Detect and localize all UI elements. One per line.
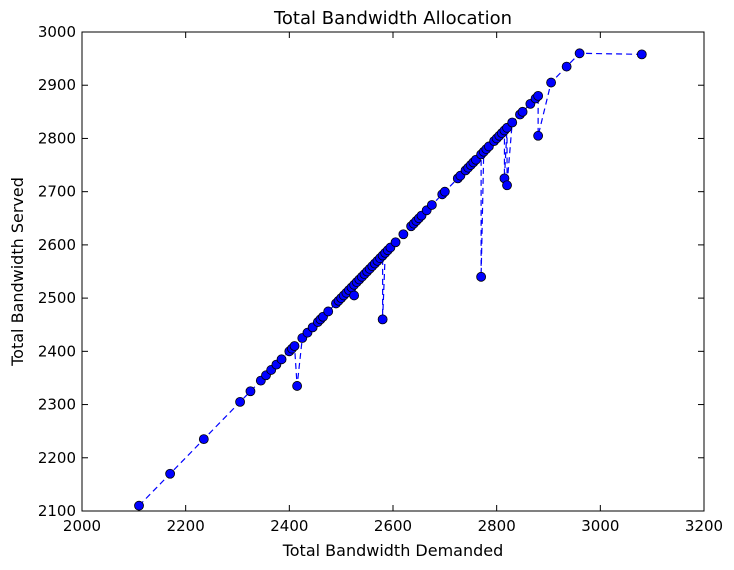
y-tick-label: 2900	[38, 76, 76, 94]
series-line	[138, 52, 642, 507]
data-point	[546, 77, 556, 88]
y-tick-label: 2300	[38, 396, 76, 414]
data-point	[517, 106, 528, 117]
y-tick-label: 2600	[38, 236, 76, 254]
data-point	[507, 117, 518, 128]
data-point	[198, 434, 209, 445]
chart-title: Total Bandwidth Allocation	[273, 8, 512, 29]
data-point	[276, 354, 287, 365]
data-point	[561, 61, 572, 72]
x-tick-label: 3200	[685, 517, 723, 535]
data-point	[245, 386, 256, 397]
data-point	[235, 396, 245, 407]
data-point	[134, 500, 144, 511]
data-point	[390, 237, 401, 248]
data-point	[398, 229, 409, 240]
series-layer	[134, 48, 647, 511]
y-tick-label: 2500	[38, 289, 76, 307]
data-point	[426, 200, 437, 210]
plot-frame	[81, 31, 705, 512]
x-tick-label: 3000	[581, 517, 619, 535]
data-point	[439, 186, 450, 197]
data-point	[636, 49, 647, 60]
ticks-layer: 2000 2200 2400 2600 2800 3000 3200 2100 2200 2300…	[38, 23, 723, 535]
y-tick-label: 2800	[38, 129, 76, 147]
data-point	[323, 306, 334, 317]
y-tick-label: 2100	[38, 502, 76, 520]
x-tick-label: 2400	[270, 517, 308, 535]
x-tick-label: 2200	[167, 517, 205, 535]
data-point	[574, 48, 585, 59]
data-point	[349, 290, 360, 301]
data-point	[533, 130, 544, 141]
data-point	[377, 314, 388, 325]
data-point	[289, 341, 300, 351]
data-point	[292, 381, 303, 391]
y-tick-label: 2400	[38, 342, 76, 360]
data-point	[165, 468, 176, 479]
y-tick-label: 2200	[38, 449, 76, 467]
data-point	[533, 90, 544, 101]
y-tick-label: 3000	[38, 23, 76, 41]
x-tick-label: 2800	[478, 517, 516, 535]
data-point	[476, 271, 487, 282]
data-point	[502, 180, 512, 191]
x-tick-label: 2600	[374, 517, 412, 535]
y-axis-title: Total Bandwidth Served	[8, 177, 27, 367]
x-axis-title: Total Bandwidth Demanded	[282, 541, 504, 560]
x-tick-label: 2000	[63, 517, 101, 535]
y-tick-label: 2700	[38, 183, 76, 201]
